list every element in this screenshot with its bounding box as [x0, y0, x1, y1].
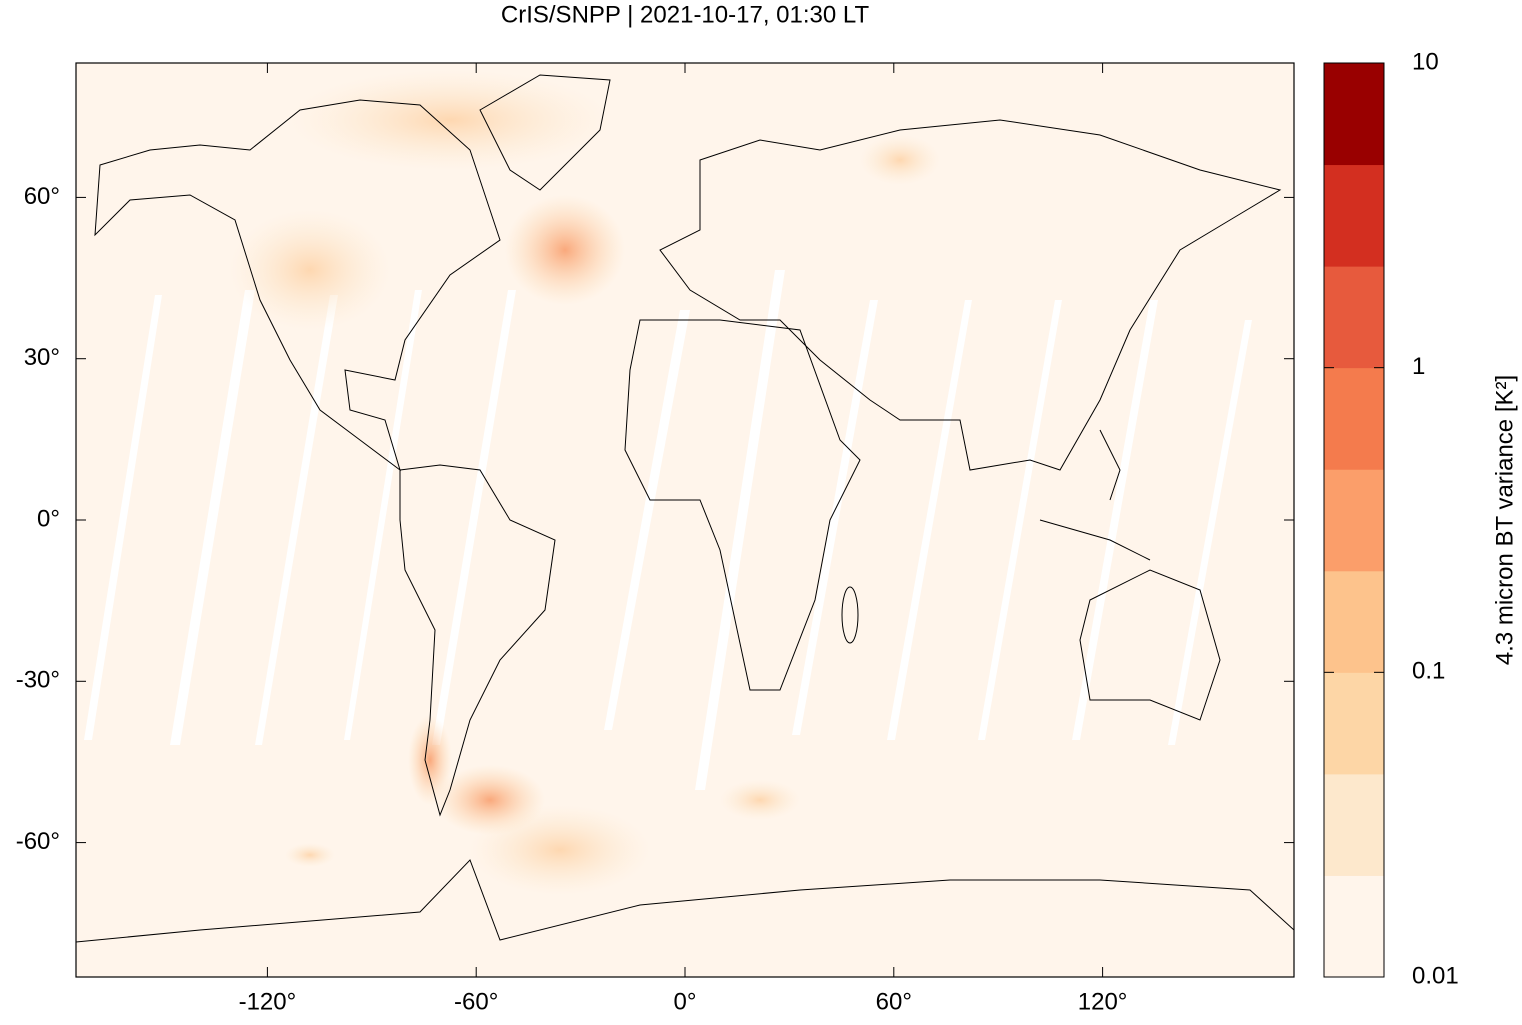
colorbar-band: [1324, 570, 1384, 673]
x-tick-label: 120°: [1078, 988, 1128, 1015]
coastlines: [76, 74, 1294, 943]
colorbar-band: [1324, 875, 1384, 978]
map-field: [76, 63, 1294, 977]
x-tick-label: 60°: [876, 988, 912, 1015]
colorbar-frame: [1323, 62, 1385, 978]
y-tick-label: -60°: [16, 828, 60, 855]
colorbar-tick-label: 0.01: [1412, 962, 1459, 989]
colorbar-tick-label: 10: [1412, 48, 1439, 75]
colorbar-band: [1324, 367, 1384, 470]
colorbar-band: [1324, 672, 1384, 775]
data-gaps: [84, 270, 1252, 790]
colorbar-band: [1324, 469, 1384, 572]
colorbar-band: [1324, 266, 1384, 369]
y-tick-label: 30°: [24, 344, 60, 371]
variance-patches: [230, 70, 940, 895]
colorbar-band: [1324, 63, 1384, 166]
colorbar-band: [1324, 164, 1384, 267]
x-tick-label: 0°: [674, 988, 697, 1015]
x-tick-label: -120°: [239, 988, 297, 1015]
chart-title: CrIS/SNPP | 2021-10-17, 01:30 LT: [501, 1, 870, 28]
colorbar-band: [1324, 773, 1384, 876]
y-tick-label: 60°: [24, 183, 60, 210]
colorbar-tick-label: 0.1: [1412, 658, 1445, 685]
y-tick-label: -30°: [16, 667, 60, 694]
y-tick-label: 0°: [37, 505, 60, 532]
colorbar-label: 4.3 micron BT variance [K²]: [1491, 375, 1518, 665]
x-tick-label: -60°: [454, 988, 498, 1015]
colorbar-tick-label: 1: [1412, 353, 1425, 380]
